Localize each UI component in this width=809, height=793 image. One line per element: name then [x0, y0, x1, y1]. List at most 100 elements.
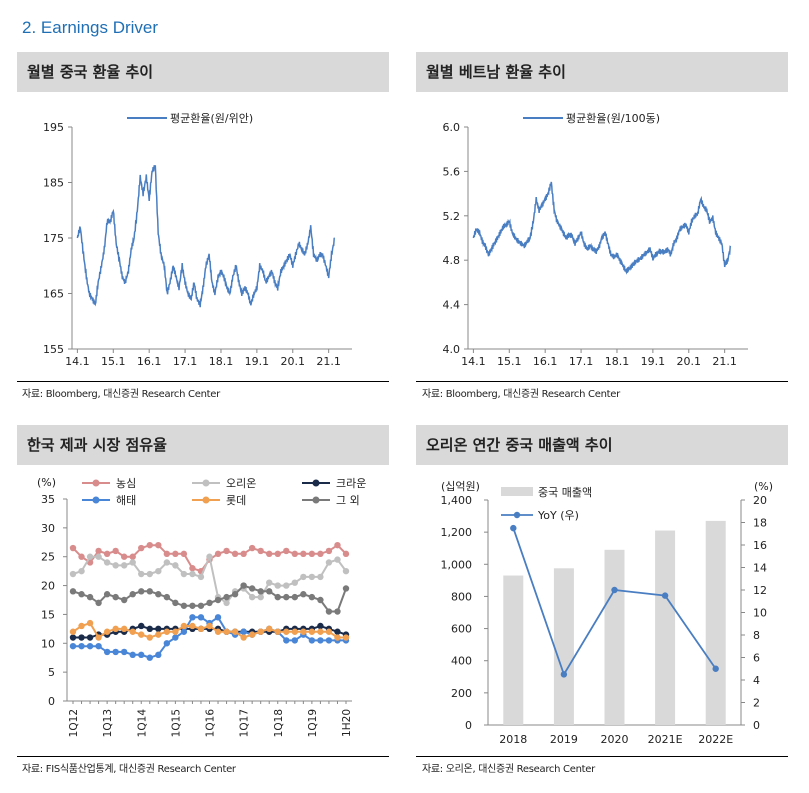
share-data-point — [120, 562, 128, 569]
share-legend-marker — [312, 479, 320, 487]
sales-yoy-point — [712, 665, 719, 672]
share-source: 자료: FIS식품산업통계, 대신증권 Research Center — [22, 764, 236, 775]
share-data-point — [138, 622, 145, 630]
share-data-point — [214, 550, 222, 558]
share-data-point — [317, 622, 324, 630]
share-data-point — [189, 622, 196, 630]
share-legend-label: 크라운 — [336, 477, 366, 490]
cny-source-rule — [17, 381, 389, 382]
cny-y-tick-label: 155 — [43, 343, 64, 356]
share-y-tick-label: 5 — [48, 666, 55, 679]
share-data-point — [103, 559, 111, 566]
share-data-point — [274, 550, 281, 558]
share-data-point — [69, 642, 77, 650]
share-data-point — [78, 553, 85, 560]
share-data-point — [155, 625, 162, 633]
share-data-point — [129, 628, 136, 635]
share-data-point — [189, 614, 196, 621]
share-data-point — [214, 614, 222, 621]
share-data-point — [231, 591, 239, 598]
share-data-point — [180, 550, 188, 558]
share-data-point — [180, 622, 188, 630]
share-legend-label: 해태 — [116, 493, 136, 507]
sales-left-unit: (십억원) — [441, 480, 480, 493]
share-data-point — [266, 625, 273, 633]
share-x-tick-label: 1Q17 — [239, 709, 251, 737]
share-data-point — [155, 541, 162, 549]
sales-y-tick-label: 200 — [451, 687, 472, 700]
sales-bar — [503, 575, 524, 725]
share-data-point — [155, 591, 162, 598]
share-x-tick-label: 1Q12 — [68, 709, 80, 737]
sales-y2-tick-label: 12 — [753, 584, 767, 597]
share-data-point — [120, 596, 128, 604]
sales-x-tick-label: 2018 — [499, 733, 527, 746]
share-data-point — [248, 593, 256, 601]
cny-legend-label: 평균환율(원/위안) — [170, 112, 253, 125]
vnd-source: 자료: Bloomberg, 대신증권 Research Center — [422, 389, 620, 400]
cny-x-tick-label: 21.1 — [316, 355, 341, 368]
share-data-point — [283, 637, 290, 644]
share-data-point — [189, 565, 196, 572]
share-data-point — [308, 628, 316, 635]
sales-yoy-point — [510, 524, 517, 532]
share-data-point — [266, 550, 273, 558]
share-data-point — [86, 634, 94, 641]
sales-y2-tick-label: 0 — [753, 719, 760, 732]
share-data-point — [342, 585, 350, 592]
cny-x-tick-label: 20.1 — [281, 355, 306, 368]
sales-source: 자료: 오리온, 대신증권 Research Center — [422, 764, 595, 775]
share-legend-marker — [202, 479, 210, 487]
share-data-point — [172, 634, 179, 641]
share-data-point — [334, 608, 341, 615]
cny-x-tick-label: 18.1 — [209, 355, 234, 368]
share-data-point — [69, 628, 77, 635]
share-x-tick-label: 1Q16 — [205, 709, 217, 738]
share-data-point — [334, 541, 341, 549]
share-data-point — [103, 648, 111, 656]
share-data-point — [172, 550, 179, 558]
share-data-point — [248, 544, 256, 552]
sales-y2-tick-label: 20 — [753, 494, 767, 507]
sales-y-tick-label: 1,000 — [441, 558, 473, 571]
sales-x-tick-label: 2022E — [698, 733, 733, 746]
share-data-point — [223, 547, 230, 555]
share-data-point — [112, 648, 119, 656]
share-legend-label: 오리온 — [226, 477, 256, 490]
share-data-point — [317, 637, 324, 644]
sales-yoy-point — [611, 586, 618, 594]
share-data-point — [231, 628, 239, 635]
share-data-point — [180, 570, 188, 578]
share-data-point — [86, 593, 94, 601]
share-data-point — [163, 640, 171, 647]
sales-y2-tick-label: 16 — [753, 539, 767, 552]
share-y-tick-label: 10 — [41, 637, 55, 650]
sales-y2-tick-label: 8 — [753, 629, 760, 642]
share-data-point — [283, 628, 290, 635]
share-data-point — [146, 654, 153, 661]
share-data-point — [248, 585, 256, 592]
share-data-point — [180, 602, 188, 609]
cny-x-tick-label: 16.1 — [137, 355, 162, 368]
share-data-point — [189, 602, 196, 609]
share-data-point — [223, 593, 230, 601]
share-data-point — [138, 544, 145, 552]
share-data-point — [325, 637, 333, 644]
share-data-point — [129, 591, 136, 598]
share-chart-title: 한국 제과 시장 점유율 — [17, 425, 389, 465]
share-data-point — [138, 631, 145, 638]
cny-y-tick-label: 165 — [43, 288, 64, 301]
share-data-point — [240, 634, 247, 641]
share-data-point — [120, 625, 128, 633]
vnd-x-tick-label: 20.1 — [677, 355, 702, 368]
share-data-point — [172, 599, 179, 607]
share-data-point — [155, 567, 162, 575]
share-data-point — [197, 625, 205, 633]
share-data-point — [95, 547, 102, 555]
share-data-point — [342, 550, 350, 558]
share-data-point — [95, 553, 102, 560]
share-data-point — [240, 628, 247, 635]
cny-x-tick-label: 15.1 — [101, 355, 126, 368]
sales-y-tick-label: 0 — [465, 719, 472, 732]
vnd-y-tick-label: 4.4 — [443, 299, 461, 312]
